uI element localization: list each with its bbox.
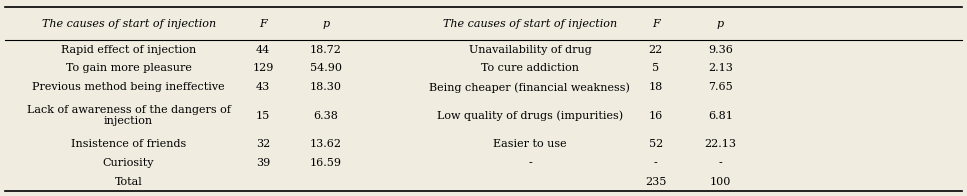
Text: -: - <box>718 158 722 168</box>
Text: Lack of awareness of the dangers of
injection: Lack of awareness of the dangers of inje… <box>27 105 230 126</box>
Text: 235: 235 <box>645 177 666 187</box>
Text: 18.30: 18.30 <box>309 82 342 92</box>
Text: 43: 43 <box>256 82 270 92</box>
Text: To gain more pleasure: To gain more pleasure <box>66 64 191 74</box>
Text: Rapid effect of injection: Rapid effect of injection <box>61 45 196 55</box>
Text: 6.38: 6.38 <box>313 111 338 121</box>
Text: 22: 22 <box>649 45 662 55</box>
Text: Being cheaper (financial weakness): Being cheaper (financial weakness) <box>429 82 630 93</box>
Text: To cure addiction: To cure addiction <box>481 64 579 74</box>
Text: 44: 44 <box>256 45 270 55</box>
Text: 15: 15 <box>256 111 270 121</box>
Text: 100: 100 <box>710 177 731 187</box>
Text: 16: 16 <box>649 111 662 121</box>
Text: 129: 129 <box>252 64 274 74</box>
Text: 9.36: 9.36 <box>708 45 733 55</box>
Text: 2.13: 2.13 <box>708 64 733 74</box>
Text: 32: 32 <box>256 139 270 149</box>
Text: Unavailability of drug: Unavailability of drug <box>469 45 591 55</box>
Text: 16.59: 16.59 <box>309 158 342 168</box>
Text: 18: 18 <box>649 82 662 92</box>
Text: 18.72: 18.72 <box>310 45 341 55</box>
Text: The causes of start of injection: The causes of start of injection <box>42 18 216 29</box>
Text: The causes of start of injection: The causes of start of injection <box>443 18 617 29</box>
Text: Low quality of drugs (impurities): Low quality of drugs (impurities) <box>437 110 623 121</box>
Text: Easier to use: Easier to use <box>493 139 567 149</box>
Text: Insistence of friends: Insistence of friends <box>71 139 187 149</box>
Text: 54.90: 54.90 <box>309 64 342 74</box>
Text: 39: 39 <box>256 158 270 168</box>
Text: 22.13: 22.13 <box>704 139 737 149</box>
Text: p: p <box>717 18 724 29</box>
Text: Total: Total <box>115 177 142 187</box>
Text: -: - <box>528 158 532 168</box>
Text: 7.65: 7.65 <box>708 82 733 92</box>
Text: 13.62: 13.62 <box>309 139 342 149</box>
Text: -: - <box>654 158 658 168</box>
Text: Curiosity: Curiosity <box>103 158 155 168</box>
Text: 5: 5 <box>652 64 659 74</box>
Text: 52: 52 <box>649 139 662 149</box>
Text: Previous method being ineffective: Previous method being ineffective <box>32 82 225 92</box>
Text: p: p <box>322 18 330 29</box>
Text: F: F <box>652 18 659 29</box>
Text: 6.81: 6.81 <box>708 111 733 121</box>
Text: F: F <box>259 18 267 29</box>
